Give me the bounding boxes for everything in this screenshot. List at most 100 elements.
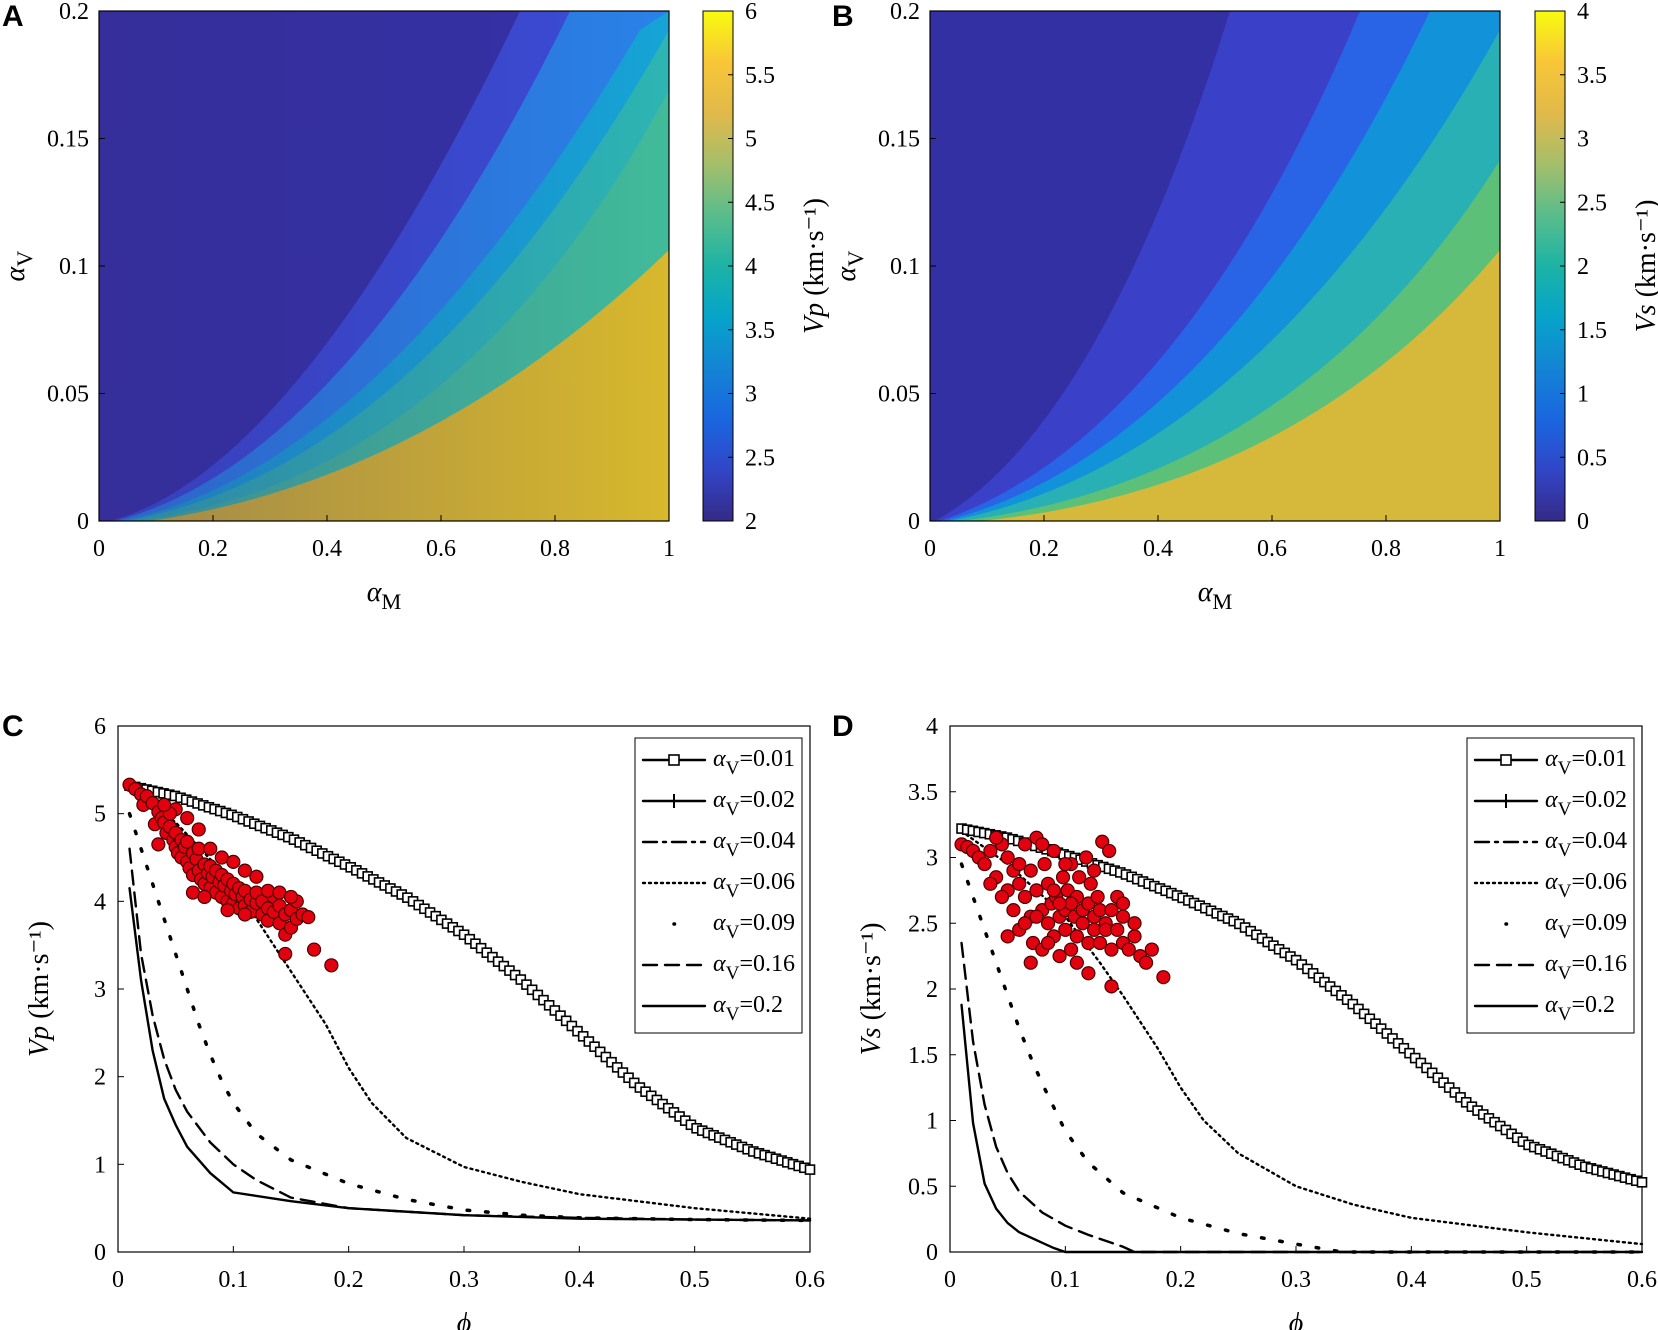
legend-entry-label: αV=0.04 — [1545, 828, 1627, 861]
y-tick-label: 5 — [94, 802, 106, 828]
scatter-point — [180, 810, 195, 826]
colorbar-tick-label: 5 — [745, 127, 757, 153]
x-tick-label: 0.5 — [1512, 1267, 1542, 1293]
scatter-point — [1115, 909, 1131, 924]
legend-entry-label: αV=0.2 — [713, 992, 783, 1025]
scatter-point — [283, 889, 299, 905]
scatter-point — [1092, 935, 1108, 951]
legend-entry-label: αV=0.02 — [1545, 787, 1627, 820]
scatter-point — [226, 854, 241, 869]
x-tick-label: 0.5 — [680, 1267, 710, 1293]
square-marker — [804, 1164, 816, 1175]
scatter-point — [1017, 889, 1033, 905]
colorbar-tick-label: 2.5 — [745, 445, 775, 471]
x-tick-label: 0 — [924, 536, 936, 562]
legend-entry-label: αV=0.09 — [1545, 910, 1627, 943]
scatter-point — [1110, 922, 1125, 937]
x-axis-label: ϕ — [1289, 1308, 1304, 1330]
scatter-point — [1000, 929, 1015, 944]
legend-marker — [668, 754, 680, 766]
colorbar-tick-label: 4 — [745, 254, 757, 280]
heatmap-b — [930, 11, 1500, 521]
legend: αV=0.01 αV=0.02 αV=0.04 αV=0.06 αV=0.09 αV=0.… — [1466, 737, 1635, 1034]
x-tick-label: 0.6 — [1627, 1267, 1657, 1293]
scatter-point — [301, 910, 316, 925]
scatter-point — [1046, 883, 1061, 898]
scatter-point — [260, 883, 276, 898]
axes-a: 0 0.2 0.4 0.6 0.8 1 0 0.05 0.1 0.15 0.2 αM αV — [0, 0, 675, 614]
square-markers — [124, 780, 816, 1175]
y-tick-label: 0.05 — [878, 382, 920, 408]
y-tick-label: 3 — [94, 977, 106, 1003]
colorbar-tick-label: 0.5 — [1577, 445, 1607, 471]
scatter-point — [197, 889, 212, 905]
scatter-point — [157, 797, 172, 813]
y-tick-label: 0 — [908, 509, 920, 535]
x-tick-label: 0.6 — [426, 536, 456, 562]
x-axis-label: ϕ — [457, 1308, 472, 1330]
panel-label-a: A — [2, 0, 24, 33]
legend-entry-label: αV=0.06 — [1545, 869, 1627, 902]
scatter-point — [1121, 942, 1136, 957]
scatter-point — [278, 946, 293, 962]
x-tick-label: 0.3 — [449, 1267, 479, 1293]
legend-entry-label: αV=0.02 — [713, 787, 795, 820]
x-tick-label: 0.4 — [564, 1267, 594, 1293]
y-tick-label: 6 — [94, 714, 106, 740]
heatmap-a-shade — [99, 11, 669, 521]
scatter-point — [1069, 955, 1084, 970]
legend-box — [1466, 737, 1635, 1034]
y-tick-label: 0.15 — [878, 127, 920, 153]
colorbar-a-ticks: 2 2.5 3 3.5 4 4.5 5 5.5 6 Vp (km·s⁻¹) — [728, 0, 830, 535]
colorbar-tick-label: 2 — [745, 509, 757, 535]
y-tick-label: 0.05 — [47, 382, 89, 408]
x-axis-label: αM — [1198, 577, 1233, 614]
scatter-point — [1083, 876, 1098, 891]
scatter-point — [1023, 863, 1038, 878]
y-tick-label: 0.15 — [47, 127, 89, 153]
scatter-point — [1029, 909, 1044, 924]
scatter-point — [1102, 843, 1117, 859]
scatter-point — [1104, 942, 1119, 957]
scatter-points — [954, 830, 1171, 994]
scatter-point — [220, 902, 235, 918]
scatter-points — [122, 777, 339, 973]
x-tick-label: 0.8 — [540, 536, 570, 562]
y-axis-label: Vs (km·s⁻¹) — [856, 923, 887, 1056]
y-tick-label: 0.2 — [59, 0, 89, 25]
x-tick-label: 0.1 — [218, 1267, 248, 1293]
square-marker — [1636, 1177, 1648, 1188]
scatter-point — [1069, 929, 1084, 944]
x-tick-label: 0 — [93, 536, 105, 562]
legend-entry-label: αV=0.16 — [713, 951, 795, 984]
x-tick-label: 0.8 — [1371, 536, 1401, 562]
scatter-point — [1023, 955, 1038, 970]
y-tick-label: 3.5 — [908, 780, 938, 806]
scatter-point — [1063, 942, 1079, 957]
colorbar-tick-label: 3 — [745, 382, 757, 408]
colorbar-tick-label: 0 — [1577, 509, 1589, 535]
x-tick-label: 0.6 — [1257, 536, 1287, 562]
y-tick-label: 2 — [94, 1065, 106, 1091]
scatter-point — [1000, 850, 1015, 865]
x-tick-label: 0.4 — [312, 536, 342, 562]
panel-label-d: D — [832, 710, 854, 743]
scatter-point — [1104, 979, 1119, 994]
scatter-point — [1072, 870, 1087, 885]
scatter-point — [180, 834, 195, 849]
x-tick-label: 0.2 — [198, 536, 228, 562]
scatter-point — [1052, 949, 1067, 964]
scatter-point — [1012, 876, 1027, 891]
scatter-point — [1090, 889, 1105, 905]
legend-entry-label: αV=0.2 — [1545, 992, 1615, 1025]
y-tick-label: 0 — [94, 1240, 106, 1266]
heatmap-b-band-3 — [980, 250, 1500, 521]
colorbar-tick-label: 5.5 — [745, 63, 775, 89]
y-tick-label: 0.5 — [908, 1174, 938, 1200]
scatter-point — [1104, 902, 1119, 918]
scatter-point — [1017, 916, 1033, 931]
scatter-point — [1012, 856, 1027, 872]
y-tick-label: 1 — [94, 1152, 106, 1178]
legend-box — [634, 737, 803, 1034]
x-tick-label: 0 — [944, 1267, 956, 1293]
